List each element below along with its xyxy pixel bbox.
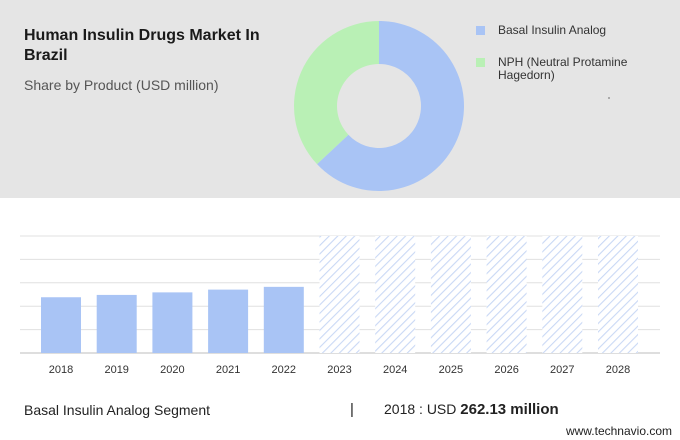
legend-label: NPH (Neutral Protamine Hagedorn) <box>498 55 628 82</box>
chart-title: Human Insulin Drugs Market In Brazil <box>24 27 260 64</box>
legend-label: Basal Insulin Analog <box>498 23 607 37</box>
bar-chart: 2018 2019 2020 2021 2022 2023 2024 2025 2026 2027… <box>20 235 660 376</box>
donut-slice-0 <box>317 21 464 191</box>
legend-swatch <box>476 26 485 35</box>
donut-chart <box>294 21 464 191</box>
x-tick-label: 2019 <box>104 364 128 376</box>
legend-swatch <box>476 58 485 67</box>
footer-segment-label: Basal Insulin Analog Segment <box>24 402 211 418</box>
bar-2018 <box>41 297 81 353</box>
forecast-bar-2023 <box>319 236 360 353</box>
footer-value: 2018 : USD 262.13 million <box>384 401 559 418</box>
forecast-bar-2028 <box>598 236 638 353</box>
forecast-bar-2027 <box>542 236 583 353</box>
forecast-bar-2024 <box>375 236 416 353</box>
bar-2022 <box>263 286 304 353</box>
bar-2019 <box>96 294 137 353</box>
chart-subtitle: Share by Product (USD million) <box>24 77 219 93</box>
forecast-bar-2026 <box>486 236 527 353</box>
x-tick-label: 2027 <box>550 364 574 376</box>
x-tick-label: 2026 <box>494 364 518 376</box>
x-tick-label: 2024 <box>383 364 407 376</box>
x-tick-label: 2022 <box>272 364 296 376</box>
watermark: www.technavio.com <box>565 424 672 438</box>
x-tick-label: 2018 <box>49 364 73 376</box>
x-tick-label: 2028 <box>606 364 630 376</box>
decorative-dot <box>608 97 610 99</box>
footer-divider: | <box>350 401 354 418</box>
x-tick-label: 2023 <box>327 364 351 376</box>
donut-slice-1 <box>294 21 379 165</box>
x-tick-label: 2020 <box>160 364 184 376</box>
footer-year-label: 2018 : USD <box>384 401 457 417</box>
x-tick-label: 2021 <box>216 364 240 376</box>
x-tick-label: 2025 <box>439 364 463 376</box>
bar-2021 <box>208 289 249 353</box>
forecast-bar-2025 <box>430 236 471 353</box>
footer-value-amount: 262.13 million <box>460 401 559 418</box>
bar-2020 <box>152 292 193 353</box>
